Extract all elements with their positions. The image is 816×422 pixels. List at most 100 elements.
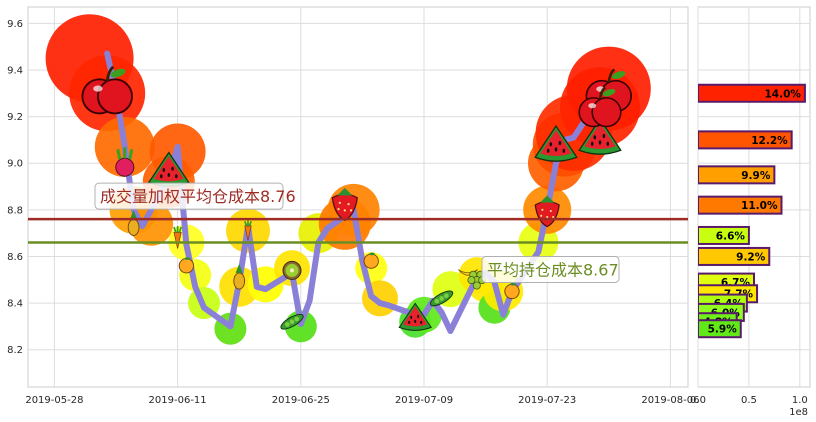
side-x-tick-label: 1.0 bbox=[792, 395, 808, 406]
strawberry-icon bbox=[331, 187, 358, 222]
pineapple-crown bbox=[130, 210, 138, 220]
carrot-leaves bbox=[173, 226, 183, 233]
apple-leaf bbox=[602, 88, 616, 97]
strawberry-seed bbox=[343, 209, 346, 212]
melon-seed bbox=[410, 315, 413, 319]
cost-label: 成交量加权平均仓成本8.76 bbox=[100, 187, 296, 206]
strawberry-seed bbox=[552, 215, 555, 219]
melon-seed bbox=[167, 173, 171, 178]
melon-seed bbox=[417, 314, 420, 318]
strawberry-seed bbox=[337, 207, 340, 211]
melon-seed bbox=[546, 148, 550, 153]
x-tick-label: 2019-06-25 bbox=[272, 395, 330, 406]
pineapple-body bbox=[127, 218, 140, 236]
grape-berry bbox=[467, 276, 476, 285]
melon-seed bbox=[549, 142, 553, 147]
melon-seed bbox=[162, 168, 166, 173]
volume-bar-label: 9.9% bbox=[741, 170, 771, 182]
side-x-tick-label: 0.0 bbox=[690, 395, 706, 406]
volume-bar bbox=[698, 195, 783, 215]
melon-seed bbox=[408, 320, 411, 324]
melon-seed bbox=[175, 174, 178, 179]
kiwi-icon bbox=[282, 260, 302, 280]
apple-icon bbox=[81, 65, 133, 115]
orange-icon bbox=[504, 282, 520, 300]
pineapple-body bbox=[233, 272, 246, 290]
kiwi-core bbox=[290, 268, 294, 273]
volume-bar bbox=[698, 246, 771, 266]
fruit-icons bbox=[81, 65, 633, 331]
melon-seed bbox=[420, 320, 423, 324]
watermelon-icon bbox=[534, 124, 578, 162]
volume-bar-label: 9.2% bbox=[736, 251, 766, 263]
y-tick-label: 9.2 bbox=[7, 112, 23, 123]
volume-bar bbox=[698, 319, 742, 339]
strawberry-seed bbox=[549, 209, 552, 213]
orange-shape bbox=[504, 283, 520, 300]
orange-shape bbox=[178, 258, 195, 274]
apple-shape bbox=[591, 97, 622, 128]
apple-shine bbox=[93, 85, 103, 92]
orange-leaf bbox=[510, 282, 516, 286]
volume-bar-label: 6.6% bbox=[716, 230, 746, 242]
volume-bar-label: 5.9% bbox=[708, 324, 738, 336]
radish-icon bbox=[115, 147, 135, 177]
apple-stem bbox=[598, 86, 606, 100]
pineapple-icon bbox=[127, 210, 140, 236]
carrot-icon bbox=[173, 226, 183, 249]
volume-bar bbox=[698, 83, 806, 103]
cost-label-box bbox=[481, 255, 620, 283]
y-tick-label: 8.6 bbox=[7, 252, 23, 263]
y-tick-label: 8.4 bbox=[7, 299, 23, 310]
peas-icon bbox=[430, 290, 454, 307]
strawberry-seed bbox=[540, 214, 543, 217]
carrot-icon bbox=[244, 220, 252, 241]
melon-seed bbox=[593, 135, 597, 140]
apple-shape bbox=[96, 78, 133, 115]
melon-seed bbox=[606, 141, 610, 146]
cost-label: 平均持仓成本8.67 bbox=[487, 260, 619, 279]
carrot-body bbox=[173, 232, 182, 249]
melon-seed bbox=[602, 133, 606, 139]
strawberry-seed bbox=[338, 201, 341, 204]
orange-icon bbox=[178, 257, 195, 274]
strawberry-seed bbox=[349, 209, 353, 212]
x-tick-label: 2019-08-06 bbox=[641, 395, 699, 406]
melon-seed bbox=[558, 140, 562, 146]
volume-bar bbox=[698, 165, 776, 185]
volume-bar bbox=[698, 225, 750, 245]
cost-lines: 成交量加权平均仓成本8.76 平均持仓成本8.67 bbox=[28, 182, 688, 283]
cost-label-box bbox=[94, 182, 284, 210]
strawberry-leaves bbox=[337, 187, 353, 196]
pea bbox=[284, 322, 290, 327]
y-tick-label: 8.2 bbox=[7, 345, 23, 356]
volume-bar-label: 12.2% bbox=[751, 135, 788, 147]
side-x-multiplier: 1e8 bbox=[789, 407, 808, 418]
strawberry-seed bbox=[546, 215, 549, 219]
grape-berry bbox=[472, 281, 481, 290]
y-tick-label: 9.0 bbox=[7, 159, 23, 170]
pineapple-icon bbox=[233, 263, 246, 290]
apple-shine bbox=[588, 103, 597, 109]
price-marker bbox=[129, 201, 174, 246]
watermelon-icon bbox=[147, 151, 190, 187]
melon-seed bbox=[414, 319, 417, 323]
radish-root bbox=[115, 157, 135, 177]
pineapple-crown bbox=[235, 263, 243, 273]
apple-leaf bbox=[110, 68, 126, 78]
x-tick-label: 2019-07-23 bbox=[518, 395, 576, 406]
y-tick-label: 9.4 bbox=[7, 65, 23, 76]
pea bbox=[294, 316, 300, 322]
pea bbox=[434, 298, 440, 304]
orange-shape bbox=[363, 253, 379, 269]
melon-seed bbox=[554, 147, 558, 152]
radish-leaves bbox=[116, 147, 134, 160]
y-tick-label: 9.6 bbox=[7, 19, 23, 30]
carrot-leaves bbox=[244, 220, 252, 227]
pea bbox=[443, 293, 449, 299]
x-tick-label: 2019-05-28 bbox=[25, 395, 83, 406]
strawberry-leaves bbox=[540, 195, 555, 203]
side-x-tick-label: 0.5 bbox=[741, 395, 757, 406]
